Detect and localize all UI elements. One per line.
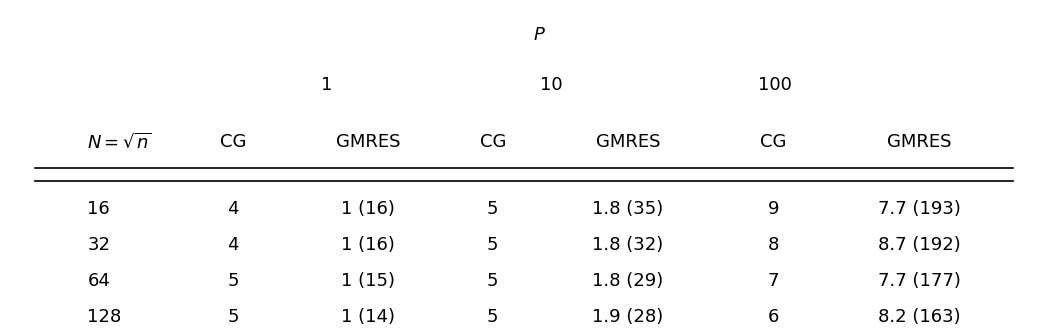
Text: 128: 128: [87, 308, 122, 326]
Text: 64: 64: [87, 272, 110, 290]
Text: CG: CG: [480, 133, 506, 151]
Text: 1.8 (32): 1.8 (32): [592, 236, 663, 254]
Text: 1.8 (35): 1.8 (35): [592, 200, 663, 218]
Text: $P$: $P$: [533, 26, 546, 45]
Text: 7: 7: [768, 272, 780, 290]
Text: 5: 5: [227, 272, 239, 290]
Text: 7.7 (193): 7.7 (193): [877, 200, 961, 218]
Text: 5: 5: [487, 200, 499, 218]
Text: 4: 4: [227, 200, 239, 218]
Text: 4: 4: [227, 236, 239, 254]
Text: 6: 6: [768, 308, 780, 326]
Text: GMRES: GMRES: [887, 133, 952, 151]
Text: CG: CG: [761, 133, 787, 151]
Text: 5: 5: [487, 272, 499, 290]
Text: $N = \sqrt{n}$: $N = \sqrt{n}$: [87, 132, 152, 151]
Text: GMRES: GMRES: [595, 133, 660, 151]
Text: 1: 1: [322, 77, 332, 94]
Text: 5: 5: [227, 308, 239, 326]
Text: 8.7 (192): 8.7 (192): [877, 236, 960, 254]
Text: 100: 100: [758, 77, 792, 94]
Text: 10: 10: [540, 77, 562, 94]
Text: 8: 8: [768, 236, 780, 254]
Text: 1.9 (28): 1.9 (28): [592, 308, 663, 326]
Text: 5: 5: [487, 236, 499, 254]
Text: 1 (16): 1 (16): [341, 236, 395, 254]
Text: 16: 16: [87, 200, 110, 218]
Text: 1 (15): 1 (15): [341, 272, 395, 290]
Text: 1 (16): 1 (16): [341, 200, 395, 218]
Text: CG: CG: [220, 133, 246, 151]
Text: 1 (14): 1 (14): [341, 308, 395, 326]
Text: GMRES: GMRES: [335, 133, 400, 151]
Text: 5: 5: [487, 308, 499, 326]
Text: 7.7 (177): 7.7 (177): [877, 272, 961, 290]
Text: 8.2 (163): 8.2 (163): [878, 308, 960, 326]
Text: 1.8 (29): 1.8 (29): [592, 272, 663, 290]
Text: 32: 32: [87, 236, 110, 254]
Text: 9: 9: [768, 200, 780, 218]
